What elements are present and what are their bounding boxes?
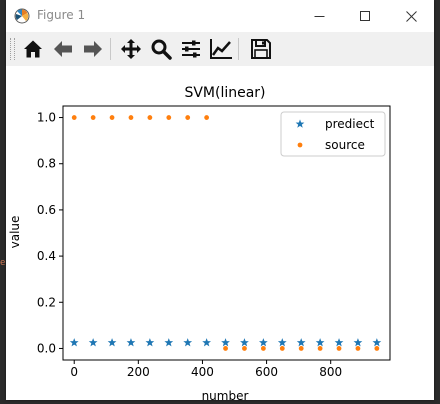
save-icon — [251, 39, 271, 59]
source-point — [204, 115, 210, 120]
save-button[interactable] — [248, 36, 274, 62]
edit-axis-button[interactable] — [208, 36, 234, 62]
y-axis-label: value — [8, 216, 22, 249]
y-tick-label: 0.6 — [37, 203, 56, 217]
figure-canvas[interactable]: SVM(linear) 0 200 400 600 800 0.0 0.2 0.4 0.6 0.8… — [6, 66, 434, 400]
home-button[interactable] — [20, 36, 46, 62]
maximize-icon — [359, 10, 370, 21]
pan-icon — [121, 39, 141, 59]
legend-label-prediect: prediect — [325, 117, 375, 131]
predict-point — [145, 338, 155, 347]
close-button[interactable] — [388, 0, 434, 32]
source-point — [166, 115, 172, 120]
predict-point — [372, 338, 382, 347]
edit-axis-icon — [210, 39, 232, 59]
source-point — [109, 115, 115, 120]
back-arrow-icon — [54, 41, 72, 57]
window-title: Figure 1 — [37, 8, 86, 22]
source-point — [90, 115, 96, 120]
predict-point — [240, 338, 249, 347]
predict-point — [183, 338, 193, 347]
source-point — [185, 115, 191, 120]
zoom-icon — [151, 39, 172, 60]
source-point — [260, 346, 266, 351]
source-point — [355, 346, 361, 351]
source-point — [317, 346, 323, 351]
plot-area: 0 200 400 600 800 0.0 0.2 0.4 0.6 0.8 1.0 prediect s… — [37, 105, 391, 379]
navigation-toolbar — [6, 32, 434, 66]
subplots-icon — [182, 40, 200, 58]
maximize-button[interactable] — [342, 0, 388, 32]
forward-arrow-icon — [84, 41, 102, 57]
y-tick-label: 1.0 — [37, 111, 56, 125]
source-point — [147, 115, 153, 120]
zoom-button[interactable] — [148, 36, 174, 62]
source-point — [71, 115, 77, 120]
y-tick-label: 0.2 — [37, 295, 56, 309]
source-point — [336, 346, 342, 351]
minimize-icon — [314, 15, 324, 17]
source-point — [374, 346, 380, 351]
predict-point — [315, 338, 325, 347]
chart-title: SVM(linear) — [184, 85, 265, 101]
x-tick-label: 600 — [255, 365, 278, 379]
axes-frame — [62, 105, 391, 361]
predict-point — [202, 338, 211, 347]
subplots-button[interactable] — [178, 36, 204, 62]
y-tick-label: 0.0 — [37, 341, 56, 355]
toolbar-separator — [110, 38, 111, 60]
predict-point — [258, 338, 268, 347]
back-button[interactable] — [50, 36, 76, 62]
legend-marker-prediect — [295, 119, 305, 128]
predict-point — [296, 338, 306, 347]
toolbar-separator — [238, 38, 239, 60]
x-tick-label: 200 — [127, 365, 150, 379]
x-tick-label: 400 — [191, 365, 214, 379]
source-point — [128, 115, 134, 120]
matplotlib-logo-icon — [14, 8, 30, 24]
source-point — [242, 346, 247, 351]
predict-point — [164, 338, 174, 347]
predict-point — [353, 338, 363, 347]
toolbar-grip[interactable] — [10, 38, 15, 60]
home-icon — [24, 40, 42, 58]
left-editor-edge: e — [0, 0, 6, 404]
source-point — [279, 346, 285, 351]
title-bar: Figure 1 — [6, 0, 434, 32]
legend-marker-source — [297, 142, 303, 148]
pan-button[interactable] — [118, 36, 144, 62]
y-tick-label: 0.8 — [37, 157, 56, 171]
y-tick-label: 0.4 — [37, 249, 56, 263]
x-tick-label: 0 — [70, 365, 78, 379]
predict-point — [107, 338, 117, 347]
predict-point — [69, 338, 79, 347]
predict-point — [126, 338, 136, 347]
forward-button[interactable] — [80, 36, 106, 62]
legend-box — [280, 111, 386, 157]
figure-window: Figure 1 — [6, 0, 434, 400]
x-axis-label: number — [202, 389, 249, 400]
predict-point — [88, 338, 98, 347]
source-point — [298, 346, 304, 351]
predict-point — [334, 338, 344, 347]
predict-point — [277, 338, 287, 347]
x-tick-label: 800 — [319, 365, 342, 379]
editor-edge-glyph: e — [0, 258, 6, 268]
right-editor-edge — [434, 0, 440, 404]
legend-label-source: source — [325, 138, 365, 152]
source-point — [223, 346, 228, 351]
predict-point — [221, 338, 230, 347]
minimize-button[interactable] — [296, 0, 342, 32]
close-icon — [405, 10, 417, 22]
